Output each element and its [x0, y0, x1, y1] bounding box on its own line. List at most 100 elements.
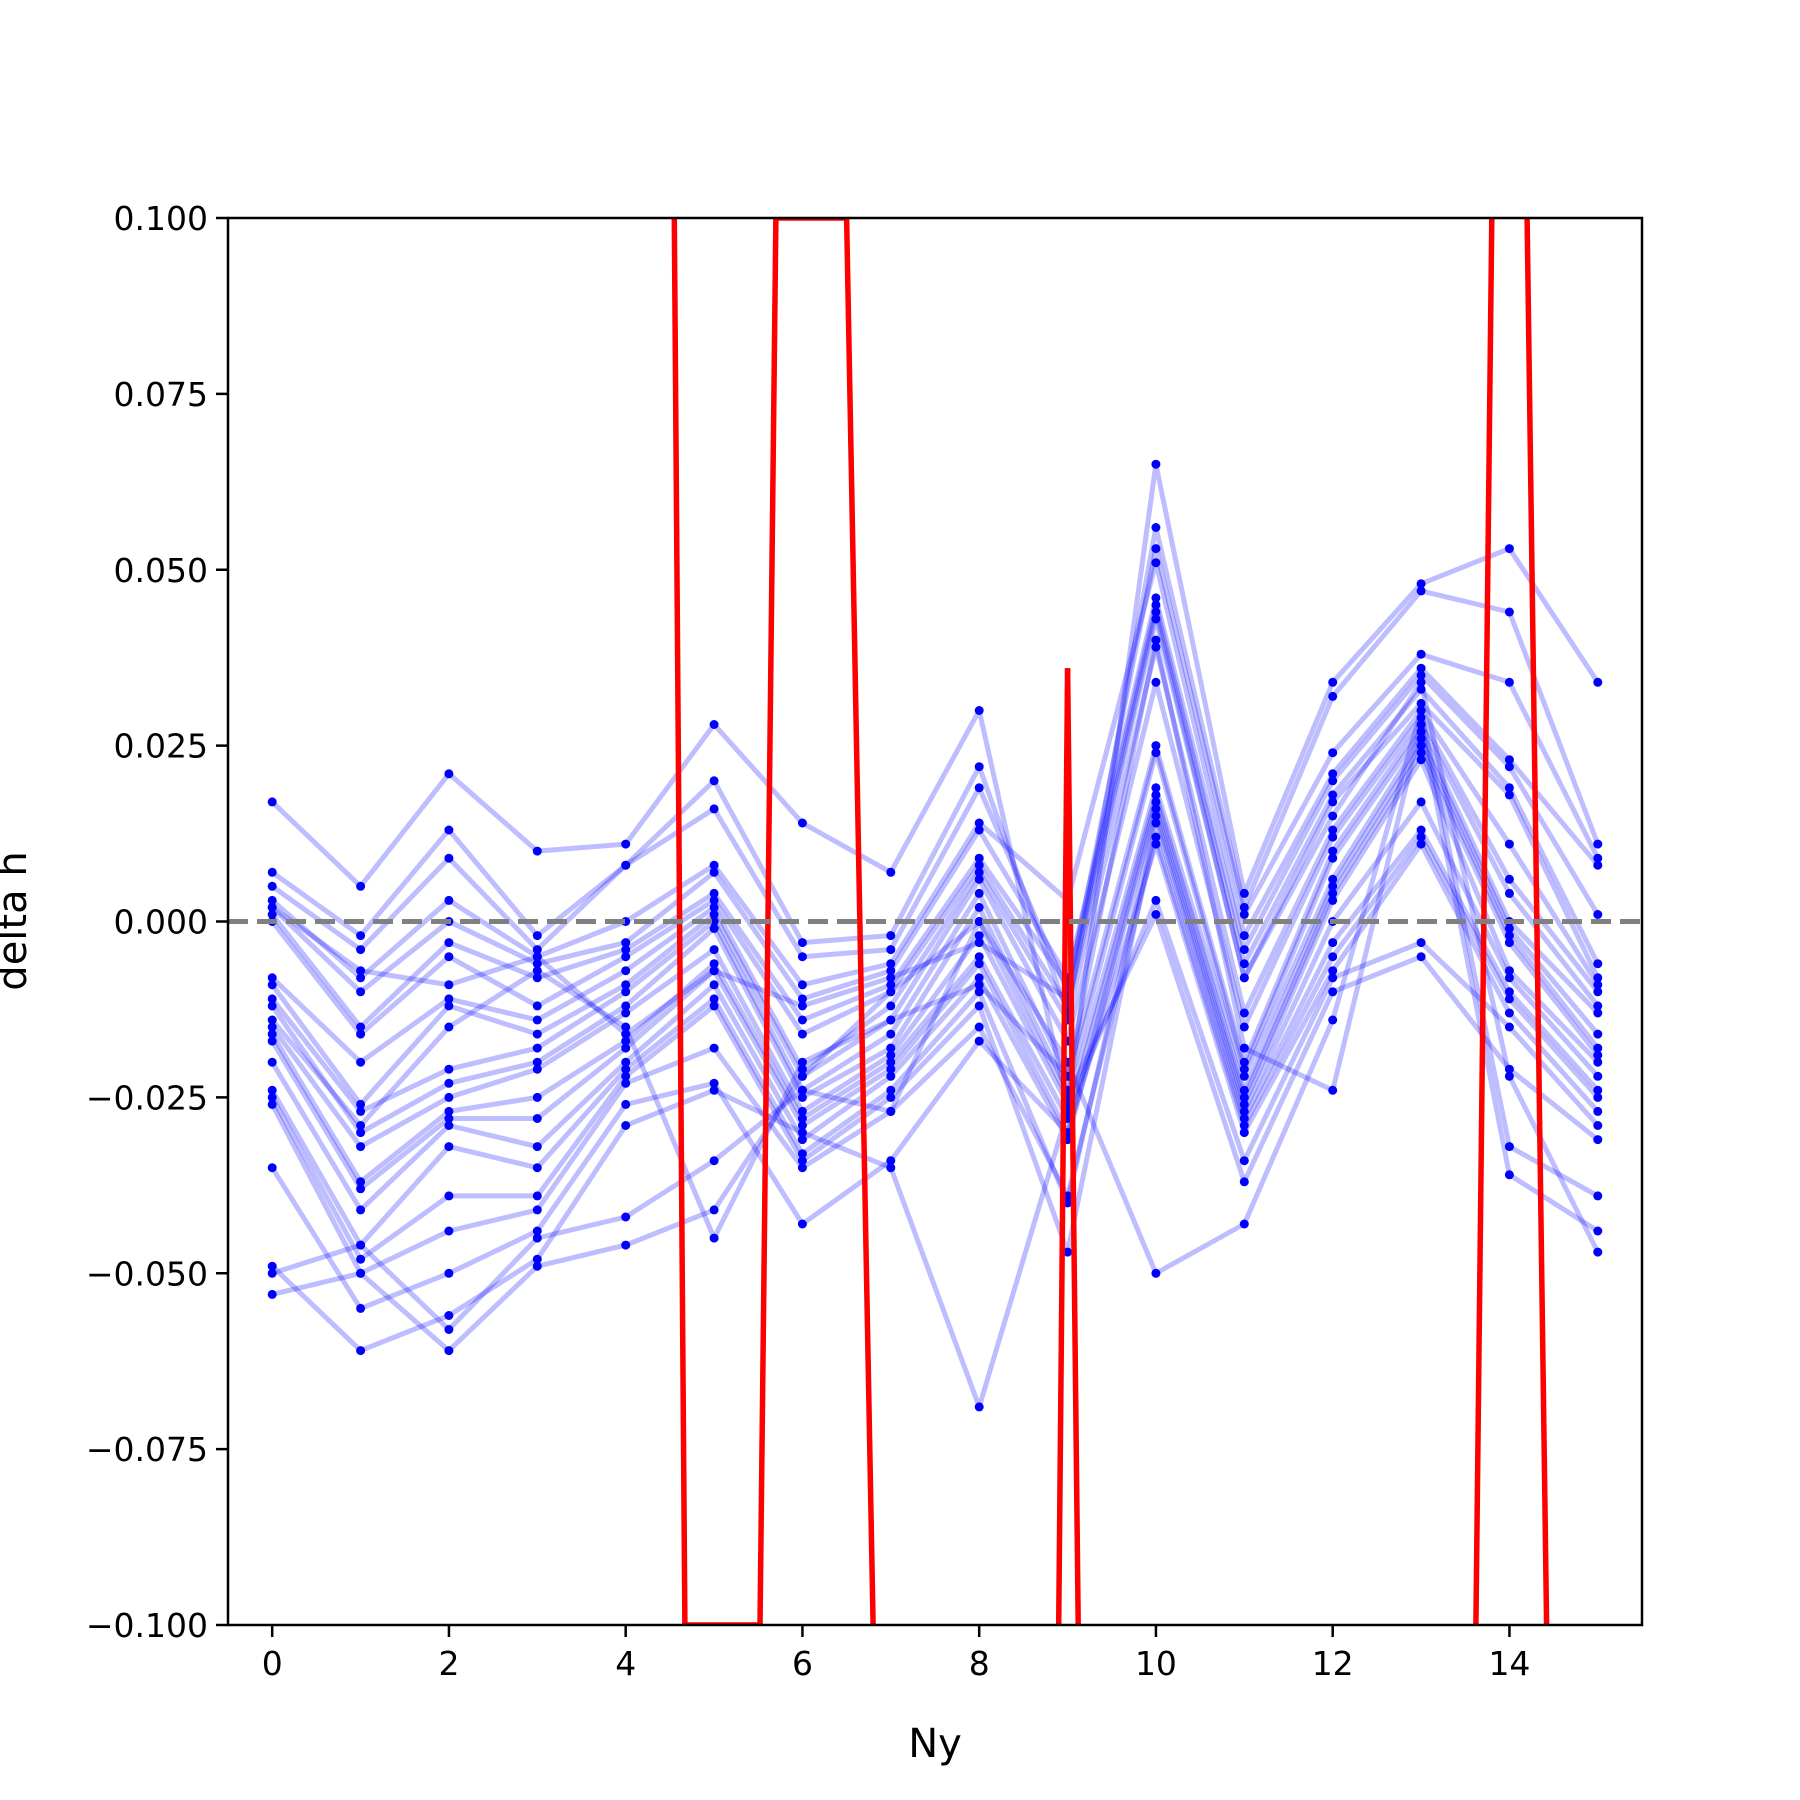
sample-point	[1504, 839, 1514, 849]
y-tick-label: −0.075	[86, 1430, 208, 1469]
sample-point	[1151, 459, 1161, 469]
sample-point	[267, 1268, 277, 1278]
sample-point	[621, 952, 631, 962]
sample-point	[797, 1128, 807, 1138]
sample-point	[621, 1043, 631, 1053]
sample-point	[797, 1121, 807, 1130]
sample-point	[886, 1015, 896, 1025]
sample-point	[1239, 973, 1249, 983]
sample-point	[1239, 945, 1249, 955]
sample-series-line	[270, 750, 1600, 1192]
sample-point	[1239, 1156, 1249, 1166]
sample-point	[1504, 762, 1514, 772]
sample-point	[974, 762, 984, 772]
sample-point	[1504, 987, 1514, 997]
sample-point	[267, 881, 277, 891]
sample-point	[797, 1163, 807, 1173]
sample-point	[1151, 544, 1161, 554]
sample-point	[356, 1106, 366, 1116]
sample-point	[709, 867, 719, 877]
sample-series-line	[270, 616, 1601, 1037]
sample-series-line	[270, 736, 1600, 1150]
sample-point	[886, 1085, 896, 1095]
sample-series-line	[270, 679, 1600, 1107]
sample-point	[1416, 579, 1426, 589]
sample-point	[267, 1261, 277, 1271]
sample-point	[356, 1177, 366, 1187]
x-axis-ticks: 0 2 4 6 8 10 12 14	[262, 1625, 1530, 1683]
sample-point	[1593, 1135, 1603, 1145]
sample-point	[797, 1064, 807, 1074]
sample-point	[1328, 895, 1338, 905]
sample-point	[1504, 924, 1514, 933]
sample-point	[444, 1121, 454, 1130]
sample-point	[1593, 1106, 1603, 1116]
sample-point	[709, 902, 719, 912]
y-tick-label: −0.025	[86, 1078, 208, 1117]
sample-point	[797, 1001, 807, 1011]
sample-point	[532, 1015, 542, 1025]
sample-point	[797, 952, 807, 962]
highlight-segment	[1064, 668, 1081, 1625]
sample-series-line	[270, 729, 1600, 1136]
sample-point	[356, 1254, 366, 1264]
sample-point	[356, 1205, 366, 1215]
sample-point	[267, 994, 277, 1004]
sample-point	[1416, 698, 1426, 708]
sample-point	[1328, 853, 1338, 863]
sample-point	[886, 959, 896, 969]
sample-point	[886, 1029, 896, 1039]
sample-point	[356, 931, 366, 941]
sample-point	[621, 1057, 631, 1067]
sample-point	[621, 1064, 631, 1074]
sample-point	[709, 1078, 719, 1088]
sample-point	[1239, 1128, 1249, 1138]
sample-point	[1328, 790, 1338, 800]
highlight-segment	[1055, 668, 1071, 1625]
sample-point	[1504, 1022, 1514, 1032]
sample-point	[1328, 1015, 1338, 1025]
sample-point	[1593, 1092, 1603, 1102]
sample-point	[1151, 895, 1161, 905]
sample-point	[621, 1008, 631, 1018]
sample-point	[886, 1106, 896, 1116]
x-tick-label: 0	[262, 1644, 283, 1683]
sample-point	[1239, 1057, 1249, 1067]
y-axis-ticks: 0.100 0.075 0.050 0.025 0.000 −0.025 −0.050 −0.…	[86, 199, 228, 1645]
sample-point	[1151, 635, 1161, 645]
sample-point	[709, 924, 719, 933]
sample-point	[709, 1156, 719, 1166]
sample-point	[709, 1085, 719, 1095]
sample-point	[709, 980, 719, 990]
sample-point	[974, 825, 984, 835]
sample-point	[1504, 783, 1514, 793]
sample-point	[886, 1156, 896, 1166]
sample-point	[886, 1001, 896, 1011]
sample-point	[356, 1346, 366, 1356]
sample-point	[1151, 614, 1161, 624]
sample-point	[1328, 797, 1338, 807]
sample-point	[267, 1015, 277, 1025]
sample-point	[621, 966, 631, 976]
sample-point	[1239, 1064, 1249, 1074]
sample-point	[974, 987, 984, 997]
sample-point	[1239, 1022, 1249, 1032]
sample-point	[1151, 804, 1161, 814]
sample-point	[1328, 881, 1338, 891]
sample-point	[532, 1043, 542, 1053]
sample-point	[267, 1289, 277, 1299]
sample-point	[886, 931, 896, 941]
sample-point	[1593, 677, 1603, 687]
sample-point	[356, 1057, 366, 1067]
sample-point	[1151, 558, 1161, 568]
sample-point	[1239, 931, 1249, 941]
sample-point	[1416, 839, 1426, 849]
sample-point	[532, 1057, 542, 1067]
sample-point	[886, 1163, 896, 1173]
sample-point	[974, 1402, 984, 1412]
sample-point	[709, 1001, 719, 1011]
sample-point	[532, 1226, 542, 1236]
sample-series-line	[270, 820, 1600, 1262]
sample-point	[444, 952, 454, 962]
